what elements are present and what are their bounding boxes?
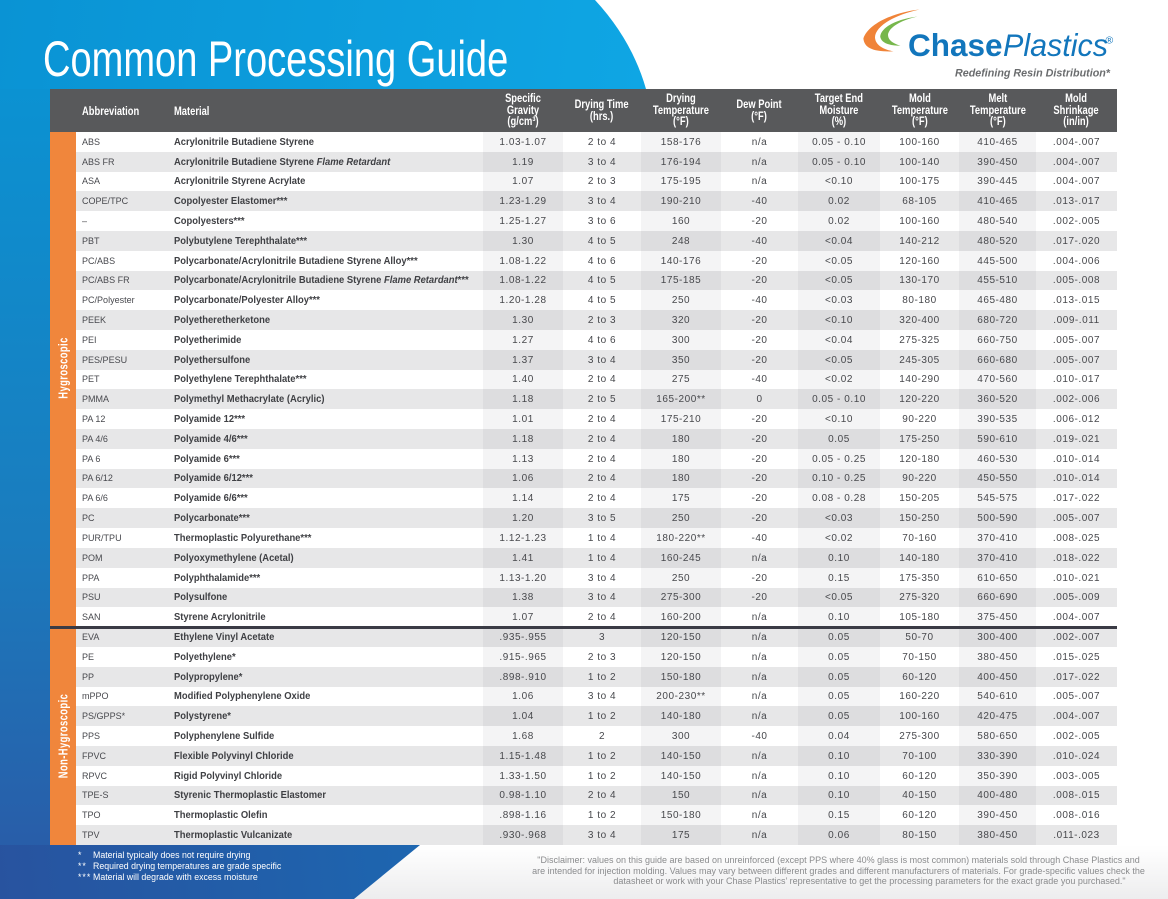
svg-text:Chase: Chase <box>908 27 1003 63</box>
svg-text:Redefining Resin Distribution*: Redefining Resin Distribution* <box>955 68 1111 80</box>
svg-text:Plastics: Plastics <box>1003 27 1108 63</box>
svg-text:®: ® <box>1106 35 1114 47</box>
